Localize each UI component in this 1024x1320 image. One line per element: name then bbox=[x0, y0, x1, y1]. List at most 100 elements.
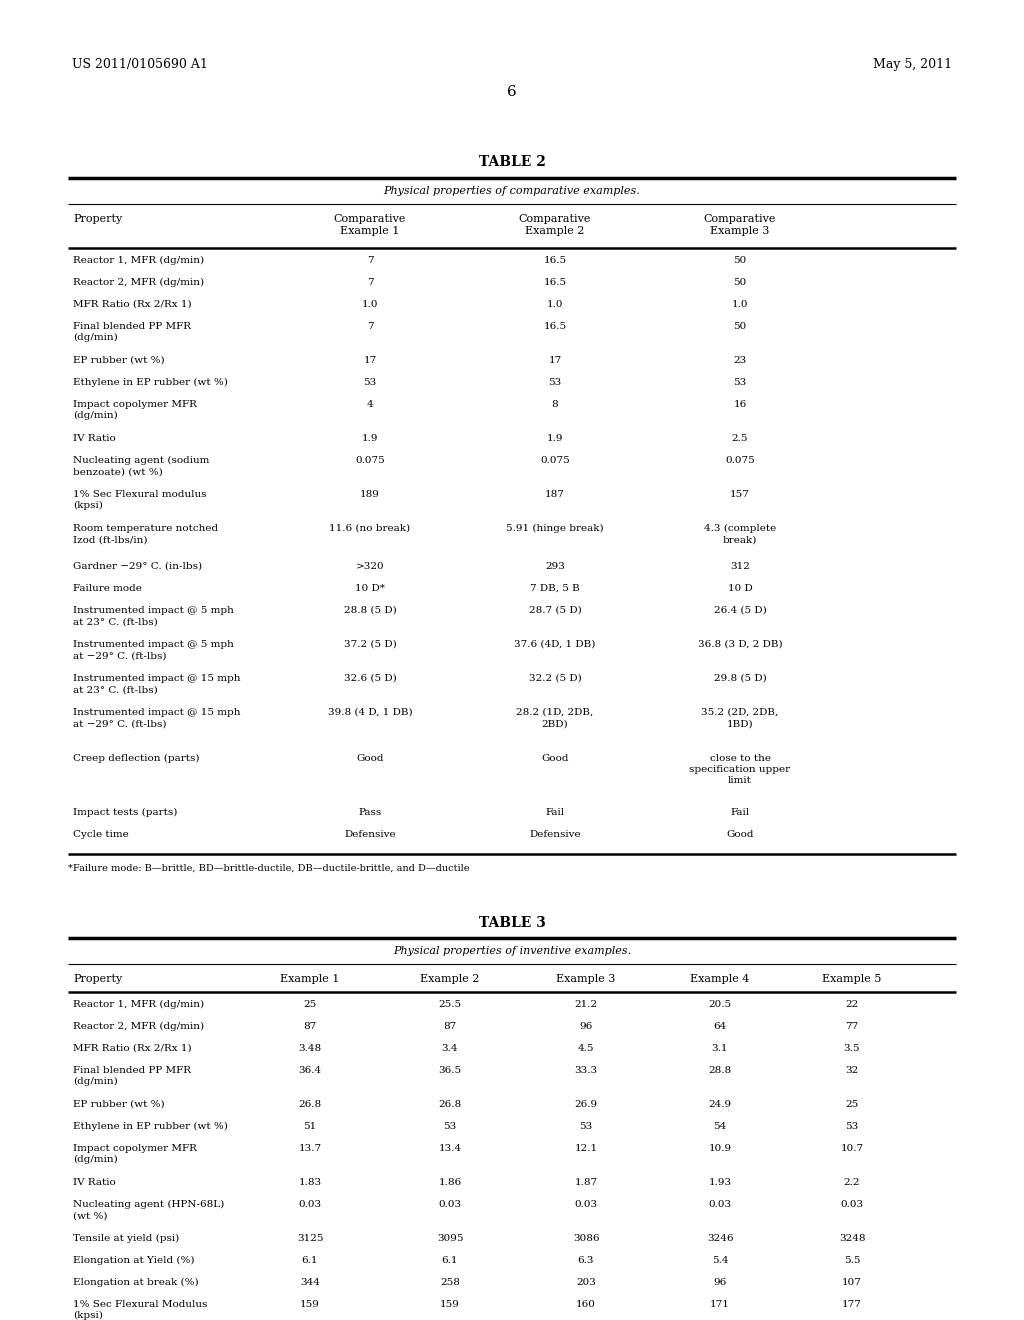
Text: 26.9: 26.9 bbox=[574, 1100, 598, 1109]
Text: US 2011/0105690 A1: US 2011/0105690 A1 bbox=[72, 58, 208, 71]
Text: 51: 51 bbox=[303, 1122, 316, 1131]
Text: Tensile at yield (psi): Tensile at yield (psi) bbox=[73, 1234, 179, 1243]
Text: Impact tests (parts): Impact tests (parts) bbox=[73, 808, 177, 817]
Text: Good: Good bbox=[726, 830, 754, 840]
Text: 53: 53 bbox=[443, 1122, 457, 1131]
Text: 13.4: 13.4 bbox=[438, 1144, 462, 1152]
Text: 50: 50 bbox=[733, 256, 746, 265]
Text: 0.03: 0.03 bbox=[574, 1200, 598, 1209]
Text: 0.075: 0.075 bbox=[355, 455, 385, 465]
Text: 2.2: 2.2 bbox=[844, 1177, 860, 1187]
Text: 26.8: 26.8 bbox=[438, 1100, 462, 1109]
Text: 1.9: 1.9 bbox=[361, 434, 378, 444]
Text: Ethylene in EP rubber (wt %): Ethylene in EP rubber (wt %) bbox=[73, 1122, 228, 1131]
Text: close to the
specification upper
limit: close to the specification upper limit bbox=[689, 754, 791, 785]
Text: 17: 17 bbox=[549, 356, 561, 366]
Text: Elongation at break (%): Elongation at break (%) bbox=[73, 1278, 199, 1287]
Text: 24.9: 24.9 bbox=[709, 1100, 731, 1109]
Text: Pass: Pass bbox=[358, 808, 382, 817]
Text: Property: Property bbox=[73, 974, 122, 983]
Text: 0.075: 0.075 bbox=[540, 455, 570, 465]
Text: 7: 7 bbox=[367, 279, 374, 286]
Text: Fail: Fail bbox=[546, 808, 564, 817]
Text: Example 4: Example 4 bbox=[690, 974, 750, 983]
Text: 28.8: 28.8 bbox=[709, 1067, 731, 1074]
Text: 171: 171 bbox=[710, 1300, 730, 1309]
Text: 16.5: 16.5 bbox=[544, 256, 566, 265]
Text: 3125: 3125 bbox=[297, 1234, 324, 1243]
Text: 6: 6 bbox=[507, 84, 517, 99]
Text: 7: 7 bbox=[367, 322, 374, 331]
Text: 1.86: 1.86 bbox=[438, 1177, 462, 1187]
Text: 312: 312 bbox=[730, 562, 750, 572]
Text: 1.0: 1.0 bbox=[732, 300, 749, 309]
Text: 96: 96 bbox=[580, 1022, 593, 1031]
Text: 258: 258 bbox=[440, 1278, 460, 1287]
Text: 25.5: 25.5 bbox=[438, 1001, 462, 1008]
Text: 0.03: 0.03 bbox=[841, 1200, 863, 1209]
Text: 1.9: 1.9 bbox=[547, 434, 563, 444]
Text: 29.8 (5 D): 29.8 (5 D) bbox=[714, 675, 766, 682]
Text: *Failure mode: B—brittle, BD—brittle-ductile, DB—ductile-brittle, and D—ductile: *Failure mode: B—brittle, BD—brittle-duc… bbox=[68, 865, 469, 873]
Text: 293: 293 bbox=[545, 562, 565, 572]
Text: Comparative
Example 3: Comparative Example 3 bbox=[703, 214, 776, 236]
Text: 36.5: 36.5 bbox=[438, 1067, 462, 1074]
Text: 33.3: 33.3 bbox=[574, 1067, 598, 1074]
Text: 32.6 (5 D): 32.6 (5 D) bbox=[344, 675, 396, 682]
Text: Creep deflection (parts): Creep deflection (parts) bbox=[73, 754, 200, 763]
Text: 160: 160 bbox=[577, 1300, 596, 1309]
Text: 3246: 3246 bbox=[707, 1234, 733, 1243]
Text: Gardner −29° C. (in-lbs): Gardner −29° C. (in-lbs) bbox=[73, 562, 202, 572]
Text: 7 DB, 5 B: 7 DB, 5 B bbox=[530, 583, 580, 593]
Text: 87: 87 bbox=[443, 1022, 457, 1031]
Text: Property: Property bbox=[73, 214, 122, 224]
Text: Physical properties of comparative examples.: Physical properties of comparative examp… bbox=[384, 186, 640, 195]
Text: 26.8: 26.8 bbox=[298, 1100, 322, 1109]
Text: Nucleating agent (sodium
benzoate) (wt %): Nucleating agent (sodium benzoate) (wt %… bbox=[73, 455, 209, 477]
Text: Defensive: Defensive bbox=[529, 830, 581, 840]
Text: Fail: Fail bbox=[730, 808, 750, 817]
Text: 6.3: 6.3 bbox=[578, 1257, 594, 1265]
Text: 3095: 3095 bbox=[437, 1234, 463, 1243]
Text: 35.2 (2D, 2DB,
1BD): 35.2 (2D, 2DB, 1BD) bbox=[701, 708, 778, 729]
Text: 39.8 (4 D, 1 DB): 39.8 (4 D, 1 DB) bbox=[328, 708, 413, 717]
Text: 36.8 (3 D, 2 DB): 36.8 (3 D, 2 DB) bbox=[697, 640, 782, 649]
Text: 3.48: 3.48 bbox=[298, 1044, 322, 1053]
Text: 28.2 (1D, 2DB,
2BD): 28.2 (1D, 2DB, 2BD) bbox=[516, 708, 594, 729]
Text: Ethylene in EP rubber (wt %): Ethylene in EP rubber (wt %) bbox=[73, 378, 228, 387]
Text: 53: 53 bbox=[364, 378, 377, 387]
Text: 159: 159 bbox=[300, 1300, 319, 1309]
Text: 53: 53 bbox=[846, 1122, 859, 1131]
Text: Nucleating agent (HPN-68L)
(wt %): Nucleating agent (HPN-68L) (wt %) bbox=[73, 1200, 224, 1220]
Text: 25: 25 bbox=[303, 1001, 316, 1008]
Text: 1% Sec Flexural modulus
(kpsi): 1% Sec Flexural modulus (kpsi) bbox=[73, 490, 207, 511]
Text: 6.1: 6.1 bbox=[302, 1257, 318, 1265]
Text: 1.87: 1.87 bbox=[574, 1177, 598, 1187]
Text: Example 2: Example 2 bbox=[420, 974, 479, 983]
Text: 3086: 3086 bbox=[572, 1234, 599, 1243]
Text: 10 D*: 10 D* bbox=[355, 583, 385, 593]
Text: Reactor 2, MFR (dg/min): Reactor 2, MFR (dg/min) bbox=[73, 1022, 204, 1031]
Text: EP rubber (wt %): EP rubber (wt %) bbox=[73, 1100, 165, 1109]
Text: 28.7 (5 D): 28.7 (5 D) bbox=[528, 606, 582, 615]
Text: Example 5: Example 5 bbox=[822, 974, 882, 983]
Text: Instrumented impact @ 5 mph
at 23° C. (ft-lbs): Instrumented impact @ 5 mph at 23° C. (f… bbox=[73, 606, 233, 626]
Text: 5.5: 5.5 bbox=[844, 1257, 860, 1265]
Text: 64: 64 bbox=[714, 1022, 727, 1031]
Text: 36.4: 36.4 bbox=[298, 1067, 322, 1074]
Text: Defensive: Defensive bbox=[344, 830, 396, 840]
Text: Physical properties of inventive examples.: Physical properties of inventive example… bbox=[393, 946, 631, 956]
Text: Reactor 2, MFR (dg/min): Reactor 2, MFR (dg/min) bbox=[73, 279, 204, 288]
Text: Reactor 1, MFR (dg/min): Reactor 1, MFR (dg/min) bbox=[73, 1001, 204, 1008]
Text: 16: 16 bbox=[733, 400, 746, 409]
Text: Cycle time: Cycle time bbox=[73, 830, 129, 840]
Text: 12.1: 12.1 bbox=[574, 1144, 598, 1152]
Text: 3248: 3248 bbox=[839, 1234, 865, 1243]
Text: Instrumented impact @ 15 mph
at 23° C. (ft-lbs): Instrumented impact @ 15 mph at 23° C. (… bbox=[73, 675, 241, 694]
Text: >320: >320 bbox=[355, 562, 384, 572]
Text: 17: 17 bbox=[364, 356, 377, 366]
Text: 1.0: 1.0 bbox=[361, 300, 378, 309]
Text: Good: Good bbox=[542, 754, 568, 763]
Text: 53: 53 bbox=[549, 378, 561, 387]
Text: 10 D: 10 D bbox=[728, 583, 753, 593]
